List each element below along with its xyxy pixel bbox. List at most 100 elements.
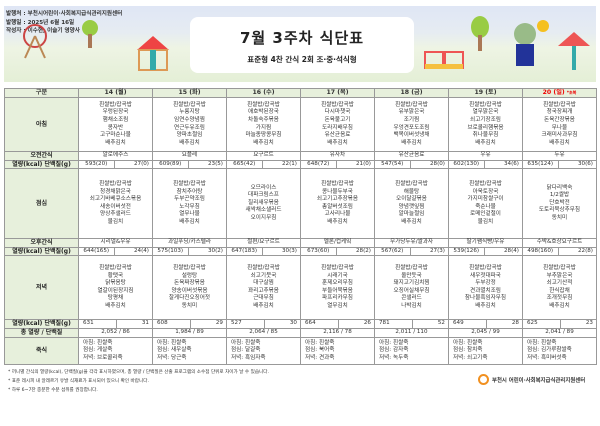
breakfast-menu-item: 브로콜리햄볶음	[467, 124, 504, 131]
breakfast-menu: 흰쌀밥/잡곡밥 애호박된장국 차돌숙주볶음 가지찜 마늘종땅콩무침 배추김치	[226, 97, 301, 152]
porridge-menu-item: 아침: 흰쌀죽	[83, 339, 113, 346]
kcal-protein-cell: 602(130) 34(6)	[448, 159, 523, 170]
lunch-menu-item: 1/2쌀밥	[549, 192, 570, 199]
lunch-menu-item: 노각무침	[179, 203, 200, 210]
total-value: 2,052 / 86	[78, 327, 153, 338]
breakfast-menu-item: 쇠고기장조림	[470, 116, 501, 123]
porridge-menu-item: 저녁: 견과죽	[305, 354, 335, 361]
kcal-value: 608	[153, 320, 191, 328]
kcal-protein-cell: 625 23	[522, 319, 597, 329]
dinner-menu-item: 조개젓무침	[546, 295, 573, 302]
dinner-menu-item: 잘게다진오징어젓	[168, 295, 211, 302]
porridge-menu-item: 저녁: 당근죽	[157, 354, 187, 361]
lunch-menu-item: 배추김치	[179, 218, 200, 225]
lunch-menu-item: 열무나물	[179, 211, 200, 218]
pm-snack: 수박&호상요구르트	[522, 238, 597, 248]
kcal-protein-cell: 647(183) 30(3)	[226, 246, 301, 257]
day-header: 18 (금)	[374, 88, 449, 98]
breakfast-menu-item: 무나물	[551, 124, 568, 131]
dinner-menu: 흰쌀밥/잡곡밥 황탯국 닭볶음탕 열갈이된장지짐 탕평채 배추김치	[78, 255, 153, 321]
porridge-menu-item: 아침: 흰쌀죽	[305, 339, 335, 346]
page-subtitle: 표준형 4찬 간식 2회 조·중·석식형	[247, 55, 357, 64]
dinner-menu-item: 흰쌀밥/잡곡밥	[173, 265, 206, 272]
lunch-menu-item: 흰쌀밥/잡곡밥	[321, 180, 354, 187]
breakfast-menu-item: 임연수양념찜	[174, 116, 205, 123]
kcal-value: 649	[449, 320, 487, 328]
breakfast-menu-item: 흰쌀밥/잡곡밥	[247, 101, 280, 108]
breakfast-menu: 흰쌀밥/잡곡밥 누룽지탕 임연수양념찜 연근두유조림 양파초절임 배추김치	[152, 97, 227, 152]
kcal-protein-cell: 665(42) 22(1)	[226, 159, 301, 170]
dinner-menu-item: 나박김치	[401, 303, 422, 310]
publisher: 발행처 : 부천시어린이·사회복지급식관리지원센터	[6, 11, 123, 17]
porridge-menu: 아침: 흰쌀죽 점심: 달걀죽 저녁: 흑임자죽	[226, 336, 301, 366]
logo-text: 부천시 어린이·사회복지급식관리지원센터	[492, 377, 586, 384]
breakfast-menu-item: 배추김치	[179, 139, 200, 146]
dinner-menu: 흰쌀밥/잡곡밥 설렁탕 돈육짜장볶음 양송이버섯볶음 잘게다진오징어젓 동치미	[152, 255, 227, 321]
protein-value: 31	[141, 320, 149, 327]
dinner-menu-item: 대구살찜	[253, 280, 274, 287]
breakfast-menu-item: 흰쌀밥/잡곡밥	[173, 101, 206, 108]
breakfast-menu-item: 유부맑은국	[398, 109, 425, 116]
dinner-menu-item: 쇠고기산적	[546, 280, 573, 287]
breakfast-menu-item: 고구마순나물	[100, 132, 131, 139]
lunch-menu: 흰쌀밥/잡곡밥 해물탕 오이달걀볶음 양념깻잎찜 알마늘절임 배추김치	[374, 168, 449, 240]
dinner-menu-item: 시래기국	[327, 272, 348, 279]
dinner-menu-item: 부추맑은국	[546, 272, 573, 279]
porridge-menu: 아침: 흰쌀죽 점심: 게살죽 저녁: 브로콜리죽	[78, 336, 153, 366]
day-header: 15 (화)	[152, 88, 227, 98]
center-logo: 부천시 어린이·사회복지급식관리지원센터	[478, 374, 585, 385]
dinner-menu-item: 배추김치	[475, 303, 496, 310]
lunch-menu-item: 죽순나물	[475, 203, 496, 210]
protein-value: 26	[363, 320, 371, 327]
porridge-menu-item: 아침: 흰쌀죽	[379, 339, 409, 346]
kcal-value: 664	[301, 320, 339, 328]
lunch-menu-item: 도토리묵상추무침	[538, 207, 581, 214]
protein-value: 30(2)	[207, 247, 223, 254]
total-value: 2,064 / 85	[226, 327, 301, 338]
day-header: 16 (수)	[226, 88, 301, 98]
porridge-menu-item: 점심: 감자죽	[379, 347, 409, 354]
kcal-protein-cell: 608 29	[152, 319, 227, 329]
porridge-menu-item: 저녁: 쇠고기죽	[453, 354, 488, 361]
dinner-menu-item: 흰쌀밥/잡곡밥	[247, 265, 280, 272]
porridge-menu-item: 점심: 북어죽	[305, 347, 335, 354]
page-title: 7월 3주차 식단표	[239, 29, 365, 47]
carousel-icon	[137, 36, 169, 71]
protein-value: 24(4)	[133, 247, 149, 254]
protein-value: 23	[585, 320, 593, 327]
pm-snack: 무가당두유/쌀과자	[374, 238, 449, 248]
lunch-menu-item: 배추김치	[327, 218, 348, 225]
am-snack: 유산균음료	[374, 151, 449, 161]
lunch-menu-item: 쇠고기고추장볶음	[316, 196, 359, 203]
mascot-icon	[514, 20, 549, 66]
kcal-value: 673(60)	[301, 247, 337, 256]
breakfast-menu-item: 돈육불고기	[324, 116, 351, 123]
breakfast-menu-item: 조기찜	[403, 116, 420, 123]
protein-value: 30	[289, 320, 297, 327]
porridge-menu: 아침: 흰쌀죽 점심: 참치죽 저녁: 쇠고기죽	[448, 336, 523, 366]
dinner-menu: 흰쌀밥/잡곡밥 시래기국 훈제오리무침 부들어묵볶음 파프리카무침 열무김치	[300, 255, 375, 321]
day-header-sunday: 20 (일) *초복	[522, 88, 597, 98]
breakfast-menu-item: 배추김치	[475, 139, 496, 146]
breakfast-menu-item: 마늘종땅콩무침	[245, 132, 282, 139]
dinner-menu-item: 탕평채	[107, 295, 124, 302]
am-snack-label: 오전간식	[4, 151, 79, 161]
dinner-menu: 흰쌀밥/잡곡밥 올만둣국 돼지고기김치찜 오징어실채무침 콘샐러드 나박김치	[374, 255, 449, 321]
porridge-menu-item: 점심: 새우살죽	[157, 347, 192, 354]
kcal-protein-cell: 498(160) 22(8)	[522, 246, 597, 257]
breakfast-menu-item: 우렁된장국	[102, 109, 129, 116]
kcal-protein-cell: 635(124) 30(6)	[522, 159, 597, 170]
kcal-value: 625	[523, 320, 561, 328]
lunch-menu-item: 로메인겉절이	[470, 211, 501, 218]
energy-protein-label: 열량(kcal) 단백질(g)	[4, 159, 79, 170]
kcal-protein-cell: 609(89) 23(5)	[152, 159, 227, 170]
dinner-menu-item: 부들어묵볶음	[322, 287, 353, 294]
lunch-menu-item: 오이달걀볶음	[396, 196, 427, 203]
lunch-label: 점심	[4, 168, 79, 240]
total-value: 1,984 / 89	[152, 327, 227, 338]
lunch-menu-item: 참치추어탕	[176, 188, 203, 195]
porridge-menu-item: 점심: 김가루참쌀죽	[527, 347, 572, 354]
pm-snack: 딸기쨈식빵/우유	[448, 238, 523, 248]
am-snack: 유자차	[300, 151, 375, 161]
porridge-menu-item: 아침: 흰쌀죽	[527, 339, 557, 346]
